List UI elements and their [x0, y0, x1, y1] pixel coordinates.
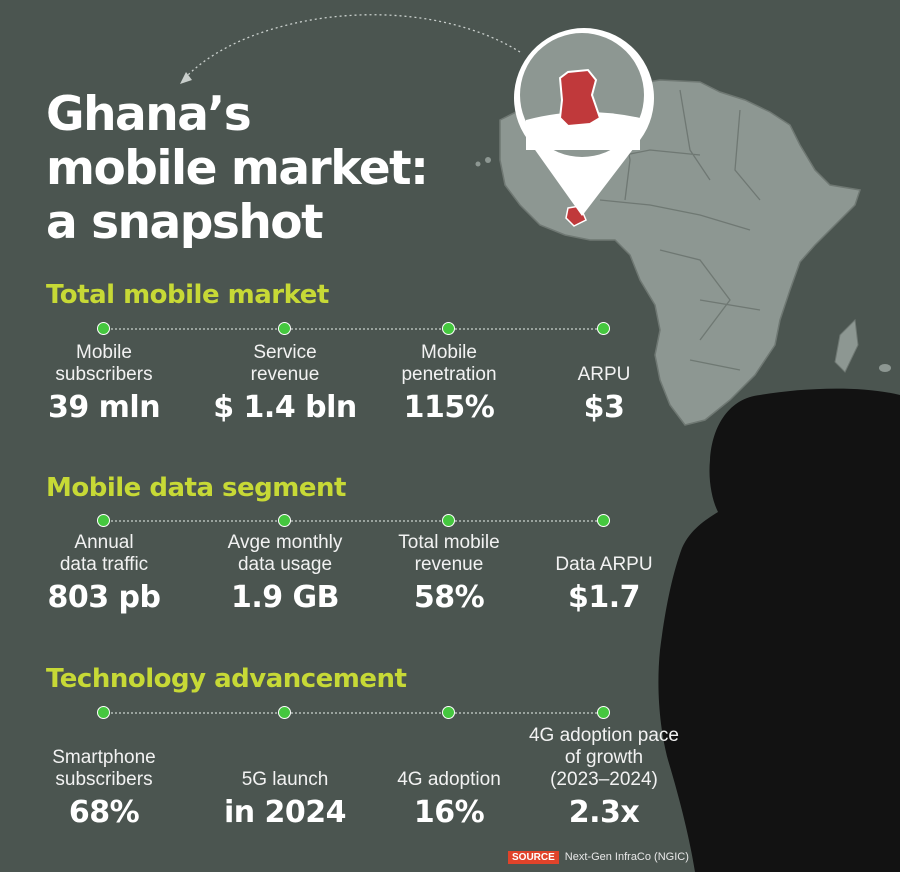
- stat-label: 5G launch: [241, 769, 329, 790]
- stat-data-arpu: Data ARPU $1.7: [519, 554, 689, 615]
- stat-value: 58%: [413, 580, 485, 615]
- stat-avg-monthly-data-usage: Avge monthly data usage 1.9 GB: [200, 532, 370, 615]
- timeline-dot: [597, 322, 610, 335]
- timeline-dot: [597, 706, 610, 719]
- stat-arpu: ARPU $3: [519, 364, 689, 425]
- timeline-line: [104, 520, 604, 522]
- stat-value: $1.7: [567, 580, 641, 615]
- stat-label: Total mobile revenue: [398, 532, 500, 575]
- stat-label: 4G adoption pace of growth (2023–2024): [528, 725, 679, 790]
- stat-mobile-subscribers: Mobile subscribers 39 mln: [19, 342, 189, 425]
- timeline-dot: [97, 514, 110, 527]
- source-text: Next-Gen InfraCo (NGIC): [564, 851, 689, 863]
- source-tag: SOURCE: [508, 851, 559, 864]
- timeline-dot: [442, 322, 455, 335]
- stat-value: 1.9 GB: [230, 580, 340, 615]
- arrow-head-icon: [180, 72, 192, 84]
- stat-total-mobile-revenue: Total mobile revenue 58%: [364, 532, 534, 615]
- stat-value: in 2024: [223, 795, 347, 830]
- stat-4g-adoption: 4G adoption 16%: [364, 769, 534, 830]
- timeline-dot: [278, 514, 291, 527]
- woman-silhouette: [658, 388, 900, 872]
- stat-label: Data ARPU: [555, 554, 653, 575]
- stat-label: ARPU: [577, 364, 631, 385]
- stat-service-revenue: Service revenue $ 1.4 bln: [200, 342, 370, 425]
- page-title: Ghana’s mobile market: a snapshot: [46, 87, 429, 250]
- timeline-mobile-data-segment: [97, 514, 610, 528]
- stat-value: 68%: [68, 795, 140, 830]
- section-title-technology-advancement: Technology advancement: [46, 664, 407, 694]
- timeline-total-mobile-market: [97, 322, 610, 336]
- title-line-3: a snapshot: [46, 195, 324, 250]
- stat-value: 115%: [403, 390, 495, 425]
- stat-value: 16%: [413, 795, 485, 830]
- stat-label: Avge monthly data usage: [227, 532, 343, 575]
- stat-value: $ 1.4 bln: [213, 390, 357, 425]
- section-title-mobile-data-segment: Mobile data segment: [46, 473, 346, 503]
- stat-4g-adoption-pace: 4G adoption pace of growth (2023–2024) 2…: [509, 725, 699, 830]
- stat-mobile-penetration: Mobile penetration 115%: [364, 342, 534, 425]
- stat-value: 803 pb: [47, 580, 161, 615]
- stat-value: 2.3x: [568, 795, 640, 830]
- location-pin-icon: [514, 28, 654, 216]
- title-line-2: mobile market:: [46, 141, 429, 196]
- timeline-dot: [442, 706, 455, 719]
- timeline-dot: [278, 322, 291, 335]
- section-title-total-mobile-market: Total mobile market: [46, 280, 329, 310]
- title-line-1: Ghana’s: [46, 87, 252, 142]
- stat-label: 4G adoption: [397, 769, 501, 790]
- arc-arrow: [184, 14, 521, 79]
- timeline-technology-advancement: [97, 706, 610, 720]
- stat-smartphone-subscribers: Smartphone subscribers 68%: [19, 747, 189, 830]
- timeline-dot: [278, 706, 291, 719]
- stat-label: Annual data traffic: [59, 532, 149, 575]
- stat-label: Smartphone subscribers: [52, 747, 156, 790]
- stat-value: 39 mln: [47, 390, 161, 425]
- timeline-dot: [97, 706, 110, 719]
- timeline-dot: [442, 514, 455, 527]
- stat-annual-data-traffic: Annual data traffic 803 pb: [19, 532, 189, 615]
- timeline-dot: [97, 322, 110, 335]
- timeline-dot: [597, 514, 610, 527]
- stat-label: Service revenue: [250, 342, 320, 385]
- source-credit: SOURCE Next-Gen InfraCo (NGIC): [508, 851, 689, 864]
- stat-label: Mobile subscribers: [55, 342, 153, 385]
- stat-5g-launch: 5G launch in 2024: [200, 769, 370, 830]
- timeline-line: [104, 328, 604, 330]
- timeline-line: [104, 712, 604, 714]
- stat-value: $3: [583, 390, 625, 425]
- stat-label: Mobile penetration: [401, 342, 497, 385]
